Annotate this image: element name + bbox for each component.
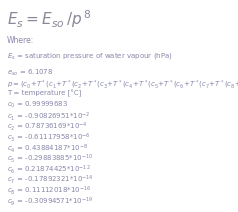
Text: $c_0$ = 0.99999683: $c_0$ = 0.99999683: [7, 100, 68, 110]
Text: T = temperature [°C]: T = temperature [°C]: [7, 89, 81, 96]
Text: $c_3$ = -0.61117958*10$^{-6}$: $c_3$ = -0.61117958*10$^{-6}$: [7, 131, 91, 144]
Text: $c_5$ = -0.29883885*10$^{-10}$: $c_5$ = -0.29883885*10$^{-10}$: [7, 153, 94, 165]
Text: $c_7$ = -0.17892321*10$^{-14}$: $c_7$ = -0.17892321*10$^{-14}$: [7, 174, 94, 186]
Text: $c_8$ = 0.11112018*10$^{-16}$: $c_8$ = 0.11112018*10$^{-16}$: [7, 184, 91, 197]
Text: $e_{so}$ = 6.1078: $e_{so}$ = 6.1078: [7, 68, 54, 78]
Text: $c_2$ = 0.78736169*10$^{-4}$: $c_2$ = 0.78736169*10$^{-4}$: [7, 121, 88, 133]
Text: $c_6$ = 0.21874425*10$^{-12}$: $c_6$ = 0.21874425*10$^{-12}$: [7, 163, 91, 176]
Text: $p = (c_0\!+\!T^*(c_1\!+\!T^*(c_2\!+\!T^*(c_3\!+\!T^*(c_4\!+\!T^*(c_5\!+\!T^*(c_: $p = (c_0\!+\!T^*(c_1\!+\!T^*(c_2\!+\!T^…: [7, 78, 238, 91]
Text: $E_s  =  E_{so}\,/p^{\,8}$: $E_s = E_{so}\,/p^{\,8}$: [7, 8, 91, 30]
Text: $E_s$ = saturation pressure of water vapour (hPa): $E_s$ = saturation pressure of water vap…: [7, 51, 173, 61]
Text: Where:: Where:: [7, 36, 34, 45]
Text: $c_1$ = -0.90826951*10$^{-2}$: $c_1$ = -0.90826951*10$^{-2}$: [7, 110, 91, 123]
Text: $c_4$ = 0.43884187*10$^{-8}$: $c_4$ = 0.43884187*10$^{-8}$: [7, 142, 88, 155]
Text: $c_9$ = -0.30994571*10$^{-19}$: $c_9$ = -0.30994571*10$^{-19}$: [7, 195, 93, 208]
